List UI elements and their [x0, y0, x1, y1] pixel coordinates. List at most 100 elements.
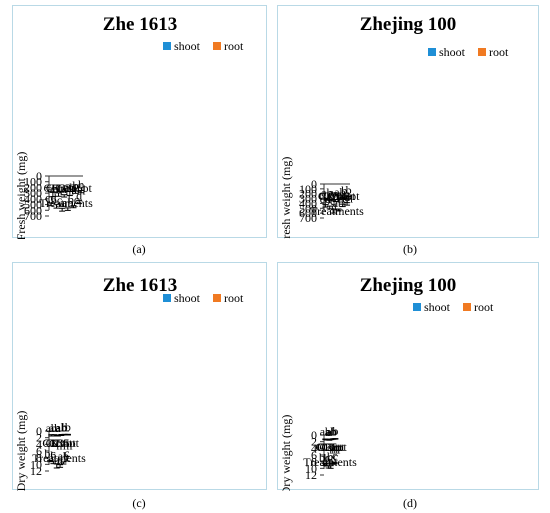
- chart-title: Zhe 1613: [103, 14, 177, 35]
- significance-label-shoot-C1pt: b: [324, 451, 330, 465]
- significance-label-shoot-CK: bc: [319, 450, 330, 464]
- significance-label-shoot-C2pt: a: [326, 453, 332, 467]
- significance-label-shoot-C5pt: d: [344, 190, 350, 204]
- x-tick-label: C4pt: [332, 189, 356, 203]
- x-tick-label: C1pt: [315, 440, 339, 454]
- y-tick-label: 10: [30, 457, 42, 471]
- significance-label-shoot-C5pt: d: [76, 189, 82, 203]
- significance-label-shoot-CK: bc: [44, 447, 55, 461]
- legend-label-root: root: [224, 291, 244, 305]
- y-tick-label: 0: [311, 177, 317, 191]
- caption-d: (d): [403, 496, 417, 510]
- y-tick-label: 12: [30, 464, 42, 478]
- x-tick-label: C5pt: [336, 189, 360, 203]
- y-tick-label: 500: [24, 198, 42, 212]
- y-tick-label: 300: [299, 192, 317, 206]
- legend-label-shoot: shoot: [174, 39, 201, 53]
- chart-title: Zhejing 100: [360, 14, 457, 35]
- chart-panel-c: Zhe 1613 shoot root 0 2 4 6 8 10 12 Dry weight (mg…: [12, 262, 267, 491]
- x-tick-label: C1pt: [46, 181, 70, 195]
- legend-label-shoot: shoot: [424, 300, 451, 314]
- legend-label-root: root: [224, 39, 244, 53]
- significance-label-root-CK: ab: [320, 425, 331, 439]
- y-tick-label: 300: [24, 186, 42, 200]
- x-axis-label: Treatments: [32, 451, 86, 465]
- x-tick-label: CK: [42, 436, 59, 450]
- significance-label-root-C5pt: b: [332, 424, 338, 438]
- significance-label-shoot-C1pt: b: [50, 449, 56, 463]
- significance-label-shoot-CK: cd: [45, 191, 56, 205]
- x-tick-label: C5pt: [56, 436, 80, 450]
- significance-label-shoot-C5pt: c: [332, 449, 337, 463]
- legend-label-root: root: [474, 300, 494, 314]
- significance-label-root-C1pt: ab: [53, 181, 64, 195]
- significance-label-root-C5pt: b: [65, 420, 71, 434]
- significance-label-shoot-C3pt: a: [328, 453, 334, 467]
- significance-label-root-C5pt: b: [78, 178, 84, 192]
- significance-label-root-CK: ab: [46, 421, 57, 435]
- legend-label-shoot: shoot: [439, 45, 466, 59]
- caption-b: (b): [403, 242, 417, 256]
- significance-label-root-C3pt: ab: [334, 185, 345, 199]
- y-tick-label: 8: [311, 455, 317, 469]
- y-tick-label: 600: [299, 206, 317, 220]
- caption-c: (c): [132, 496, 146, 510]
- significance-label-shoot-C3pt: ab: [62, 195, 73, 209]
- chart-title: Zhejing 100: [360, 275, 457, 296]
- y-tick-label: 4: [36, 437, 42, 451]
- significance-label-shoot-C2pt: a: [59, 196, 65, 210]
- x-tick-label: C4pt: [321, 440, 345, 454]
- legend-swatch-root: [463, 303, 471, 311]
- legend-swatch-shoot: [163, 294, 171, 302]
- significance-label-shoot-C3pt: ab: [333, 196, 344, 210]
- significance-label-root-C3pt: ab: [326, 425, 337, 439]
- caption-a: (a): [132, 242, 146, 256]
- y-tick-label: 0: [36, 424, 42, 438]
- significance-label-shoot-C2pt: a: [331, 198, 337, 212]
- significance-label-root-C1pt: ab: [49, 421, 60, 435]
- y-tick-label: 500: [299, 201, 317, 215]
- chart-title: Zhe 1613: [103, 275, 177, 296]
- significance-label-root-CK: ab: [47, 182, 58, 196]
- significance-label-root-C5pt: b: [346, 183, 352, 197]
- x-tick-label: C3pt: [327, 189, 351, 203]
- x-axis-label: Treatments: [39, 196, 93, 210]
- legend-swatch-shoot: [413, 303, 421, 311]
- x-tick-label: C4pt: [52, 436, 76, 450]
- x-tick-label: C3pt: [49, 436, 73, 450]
- significance-label-root-C2pt: a: [327, 425, 333, 439]
- y-axis-label: Dry weight (mg): [14, 411, 28, 491]
- x-axis-label: Treatments: [310, 204, 364, 218]
- y-tick-label: 10: [305, 461, 317, 475]
- significance-label-shoot-C3pt: a: [57, 452, 63, 466]
- y-tick-label: 100: [24, 175, 42, 189]
- y-tick-label: 700: [299, 211, 317, 225]
- x-tick-label: C5pt: [68, 181, 92, 195]
- significance-label-root-C2pt: a: [62, 182, 68, 196]
- significance-label-shoot-C4pt: ab: [58, 449, 69, 463]
- x-tick-label: C1pt: [42, 436, 66, 450]
- significance-label-root-CK: ab: [321, 185, 332, 199]
- x-tick-label: C5pt: [323, 440, 347, 454]
- y-tick-label: 6: [36, 444, 42, 458]
- y-axis-label: Fresh weight (mg): [14, 152, 28, 239]
- significance-label-root-C2pt: a: [333, 186, 339, 200]
- significance-label-root-C3pt: ab: [56, 421, 67, 435]
- legend-swatch-root: [213, 294, 221, 302]
- y-tick-label: 0: [311, 428, 317, 442]
- chart-a: Zhe 1613 shoot root 0100200300400500600700F…: [14, 14, 244, 239]
- y-tick-label: 700: [24, 209, 42, 223]
- x-tick-label: C2pt: [46, 436, 70, 450]
- legend-label-shoot: shoot: [174, 291, 201, 305]
- significance-label-root-C4pt: b: [330, 424, 336, 438]
- y-tick-label: 2: [311, 435, 317, 449]
- y-tick-label: 400: [24, 192, 42, 206]
- y-tick-label: 12: [305, 468, 317, 482]
- significance-label-shoot-C5pt: c: [64, 446, 69, 460]
- legend-label-root: root: [489, 45, 509, 59]
- x-axis-label: Treatments: [303, 455, 357, 469]
- chart-panel-b: Zhejing 100 shoot root 0 100 200 300 400 500 600 7…: [277, 5, 539, 239]
- significance-label-shoot-CK: cd: [320, 192, 331, 206]
